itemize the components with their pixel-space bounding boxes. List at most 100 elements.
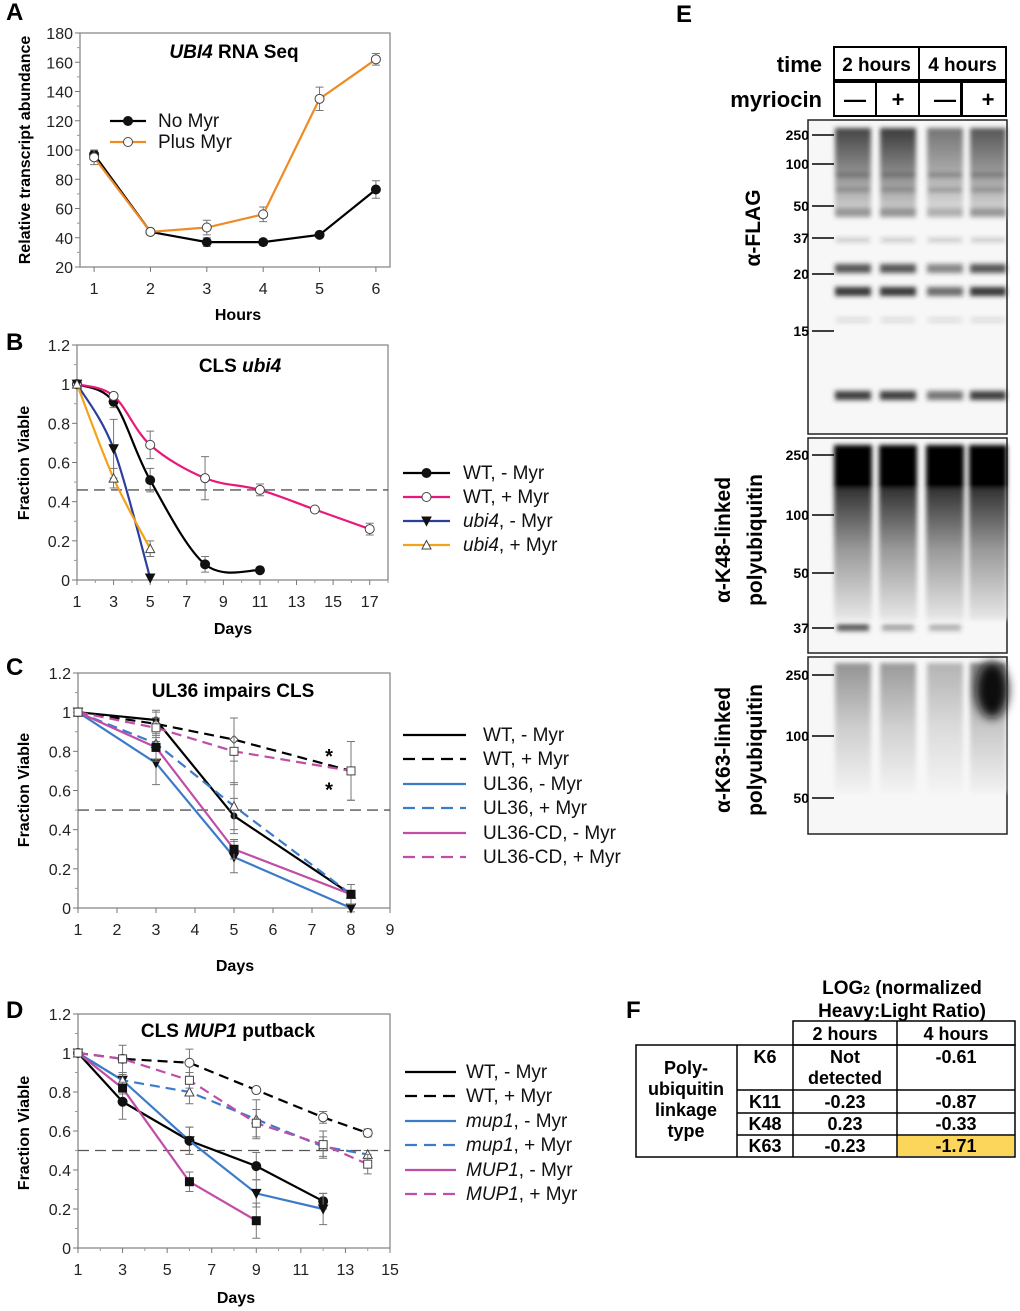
legend-label: mup1, - Myr <box>466 1111 568 1132</box>
x-axis-label: Days <box>214 621 252 638</box>
legend-entry: WT, - Myr <box>403 463 545 484</box>
data-point <box>363 1159 373 1169</box>
y-axis-label: Relative transcript abundance <box>17 36 34 265</box>
band <box>928 188 962 192</box>
table-title-line2: Heavy:Light Ratio) <box>818 1001 986 1022</box>
legend-label: MUP1, + Myr <box>466 1184 578 1205</box>
molecular-weight-marker: 100 <box>786 507 810 523</box>
legend-marker <box>421 492 432 502</box>
band <box>836 173 870 177</box>
series-4 <box>73 707 356 905</box>
y-tick-label: 0 <box>62 1241 71 1258</box>
data-point <box>184 1177 194 1187</box>
band <box>976 662 1008 718</box>
chart-c: 0 0.2 0.4 0.6 0.8 1 1.2 1 2 3 4 5 6 7 8 9 WT, - Myr WT, +… <box>16 666 621 975</box>
legend-label: WT, - Myr <box>463 463 545 484</box>
time-label: time <box>777 52 822 77</box>
x-tick-label: 13 <box>288 594 306 611</box>
band <box>969 448 1007 488</box>
data-point <box>151 723 161 733</box>
y-tick-label: 100 <box>46 143 73 160</box>
data-point <box>118 1054 128 1064</box>
y-axis-label: Fraction Viable <box>16 733 33 848</box>
legend-label: mup1, + Myr <box>466 1135 573 1156</box>
x-tick-label: 11 <box>293 1262 310 1279</box>
legend-label: WT, + Myr <box>463 487 550 508</box>
data-point <box>151 742 161 752</box>
x-tick-label: 3 <box>152 922 161 939</box>
band <box>837 624 869 631</box>
panel-label: E <box>676 1 692 28</box>
panel-label: C <box>6 654 23 681</box>
series-5 <box>73 707 356 801</box>
panel-label: A <box>6 0 23 26</box>
band <box>880 208 916 217</box>
data-point <box>144 573 156 584</box>
legend-entry: WT, - Myr <box>403 725 565 746</box>
data-point <box>200 559 211 570</box>
band <box>835 287 871 296</box>
row-label: K11 <box>749 1092 781 1112</box>
x-tick-label: 2 <box>146 281 155 298</box>
band <box>836 318 870 322</box>
data-point <box>117 1096 128 1107</box>
data-point <box>184 1075 194 1085</box>
row-group-label: linkage <box>655 1100 717 1120</box>
table-title: LOG2 (normalized <box>822 978 982 999</box>
y-tick-label: 180 <box>46 26 73 43</box>
series-0 <box>89 149 381 248</box>
legend-entry: UL36-CD, - Myr <box>403 823 617 844</box>
myriocin-state: — <box>844 87 866 112</box>
plot-frame <box>77 1013 391 1249</box>
band <box>970 287 1006 296</box>
y-tick-label: 0.2 <box>49 862 71 879</box>
antibody-label: polyubiquitin <box>744 474 767 606</box>
band <box>927 287 963 296</box>
y-tick-label: 0.6 <box>49 1124 71 1141</box>
molecular-weight-marker: 100 <box>786 728 810 744</box>
series-line <box>77 711 352 896</box>
legend-label: WT, + Myr <box>483 749 570 770</box>
chart-title: CLS ubi4 <box>199 356 282 377</box>
blot-k48: 250 100 50 37 α-K48-linked polyubiquitin <box>712 437 1008 654</box>
x-tick-label: 4 <box>259 281 268 298</box>
x-tick-label: 7 <box>182 594 191 611</box>
x-tick-label: 4 <box>191 922 200 939</box>
legend-entry: WT, - Myr <box>405 1062 548 1083</box>
cell-value: -1.71 <box>935 1136 976 1156</box>
data-point <box>229 844 239 854</box>
band <box>880 391 916 400</box>
data-point <box>200 473 211 484</box>
band-smear <box>927 663 963 793</box>
band <box>879 448 917 488</box>
y-tick-label: 0.2 <box>48 534 70 551</box>
myriocin-box <box>961 81 1007 117</box>
row-label: K63 <box>748 1136 781 1156</box>
blot-flag: 250 100 50 37 20 15 α-FLAG <box>742 119 1008 435</box>
band <box>836 238 870 242</box>
y-tick-label: 0.6 <box>49 784 71 801</box>
series-line <box>77 711 352 773</box>
legend-label: Plus Myr <box>158 132 233 153</box>
myriocin-state: + <box>982 87 995 112</box>
x-axis-label: Days <box>216 958 254 975</box>
band <box>881 238 915 242</box>
legend-entry: UL36, + Myr <box>403 798 588 819</box>
data-point <box>346 766 356 776</box>
y-tick-label: 1 <box>62 1046 71 1063</box>
y-tick-label: 0 <box>62 901 71 918</box>
data-point <box>254 565 265 576</box>
x-tick-label: 5 <box>315 281 324 298</box>
legend-entry: WT, + Myr <box>403 749 570 770</box>
series-line <box>93 58 377 234</box>
data-point <box>201 222 212 233</box>
blot-k63: 250 100 50 α-K63-linked polyubiquitin <box>712 656 1008 835</box>
y-tick-label: 1.2 <box>48 338 70 355</box>
series-line <box>77 1051 369 1166</box>
legend-marker <box>421 468 432 478</box>
time-group-label: 4 hours <box>928 55 997 76</box>
x-tick-label: 3 <box>118 1262 127 1279</box>
